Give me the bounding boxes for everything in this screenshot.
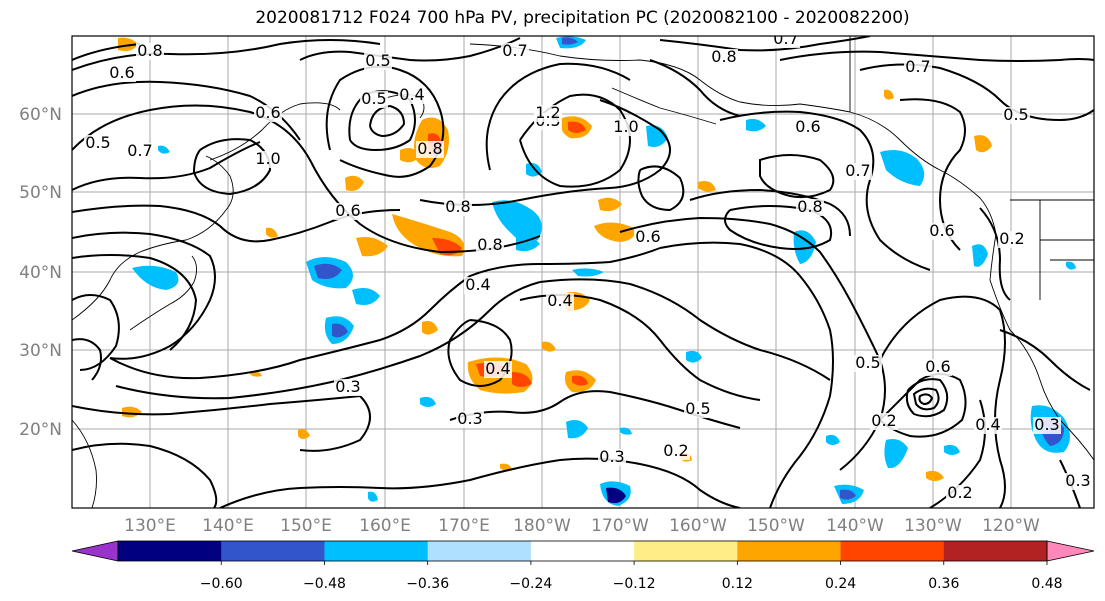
longitude-label: 150°E — [280, 516, 332, 536]
colorbar-label: −0.60 — [200, 576, 243, 592]
contour-label: 0.7 — [845, 161, 870, 180]
longitude-label: 140°E — [202, 516, 254, 536]
latitude-label: 20°N — [19, 420, 62, 440]
longitude-labels: 130°E 140°E 150°E 160°E 170°E 180°W 170°W 160°W… — [124, 516, 1040, 536]
colorbar-bin — [943, 541, 1048, 561]
contour-label: 0.5 — [1003, 105, 1028, 124]
colorbar-labels: −0.60 −0.48 −0.36 −0.24 −0.12 0.12 0.24 0.36 0.4… — [200, 561, 1063, 592]
map-border — [71, 35, 1095, 509]
contour-label: 0.3 — [1034, 415, 1059, 434]
longitude-label: 160°E — [359, 516, 411, 536]
latitude-label: 30°N — [19, 341, 62, 361]
contour-label: 0.8 — [797, 197, 822, 216]
pv-contours — [72, 36, 1094, 508]
colorbar-extend-high — [1046, 540, 1095, 562]
longitude-label: 130°E — [124, 516, 176, 536]
contour-label: 0.5 — [855, 353, 880, 372]
contour-label: 0.8 — [417, 139, 442, 158]
colorbar-label: −0.12 — [613, 576, 656, 592]
latitude-label: 60°N — [19, 105, 62, 125]
contour-label: 0.8 — [445, 197, 470, 216]
colorbar-bin — [737, 541, 842, 561]
colorbar-bin — [118, 541, 222, 561]
colorbar-bin — [324, 541, 429, 561]
contour-label: 0.2 — [871, 411, 896, 430]
contour-label: 0.8 — [477, 235, 502, 254]
longitude-label: 140°W — [826, 516, 884, 536]
colorbar-label: 0.24 — [825, 576, 856, 592]
contour-label: 0.4 — [399, 85, 424, 104]
colorbar-label: 0.12 — [722, 576, 753, 592]
contour-label: 0.7 — [502, 41, 527, 60]
contour-label: 0.5 — [365, 51, 390, 70]
map-title: 2020081712 F024 700 hPa PV, precipitatio… — [255, 8, 910, 28]
contour-label: 0.4 — [485, 359, 510, 378]
contour-label: 1.0 — [613, 117, 638, 136]
contour-label: 0.6 — [255, 103, 280, 122]
contour-label: 0.8 — [137, 41, 162, 60]
colorbar-bin — [634, 541, 738, 561]
colorbar-extend-low — [71, 540, 119, 562]
colorbar-bin — [840, 541, 945, 561]
colorbar-label: −0.24 — [509, 576, 552, 592]
longitude-label: 150°W — [747, 516, 805, 536]
colorbar-label: −0.48 — [303, 576, 346, 592]
contour-label: 0.6 — [929, 221, 954, 240]
contour-label: 0.6 — [795, 117, 820, 136]
contour-label: 0.4 — [975, 415, 1000, 434]
contour-label: 0.7 — [127, 141, 152, 160]
coastlines — [72, 36, 1094, 508]
contour-label: 0.3 — [599, 447, 624, 466]
contour-label: 0.4 — [547, 291, 572, 310]
contour-label: 0.6 — [925, 357, 950, 376]
contour-label: 0.6 — [335, 201, 360, 220]
colorbar-label: 0.36 — [928, 576, 959, 592]
contour-label: 0.5 — [685, 399, 710, 418]
contour-labels: 0.80.60.50.7 0.80.70.50.40.70.60.51.00.80… — [84, 29, 1092, 502]
latitude-label: 40°N — [19, 263, 62, 283]
latitude-label: 50°N — [19, 183, 62, 203]
contour-label: 0.2 — [999, 229, 1024, 248]
longitude-label: 180°W — [513, 516, 571, 536]
contour-label: 0.7 — [905, 57, 930, 76]
contour-label: 0.3 — [335, 377, 360, 396]
colorbar-label: 0.48 — [1031, 576, 1062, 592]
contour-label: 0.2 — [663, 441, 688, 460]
contour-label: 0.4 — [465, 275, 490, 294]
colorbar-bin — [530, 541, 635, 561]
contour-label: 1.2 — [535, 103, 560, 122]
contour-label: 0.5 — [85, 133, 110, 152]
contour-label: 0.6 — [109, 63, 134, 82]
colorbar-bin — [221, 541, 325, 561]
longitude-label: 130°W — [904, 516, 962, 536]
contour-label: 0.2 — [947, 483, 972, 502]
contour-label: 1.0 — [255, 149, 280, 168]
longitude-label: 170°E — [438, 516, 490, 536]
longitude-label: 170°W — [591, 516, 649, 536]
longitude-label: 160°W — [669, 516, 727, 536]
contour-label: 0.3 — [457, 409, 482, 428]
contour-label: 0.5 — [361, 89, 386, 108]
contour-label: 0.6 — [635, 227, 660, 246]
contour-label: 0.7 — [773, 29, 798, 48]
colorbar-bin — [427, 541, 532, 561]
latitude-labels: 60°N 50°N 40°N 30°N 20°N — [19, 105, 62, 440]
contour-label: 0.3 — [1065, 471, 1090, 490]
contour-label: 0.8 — [711, 47, 736, 66]
colorbar-label: −0.36 — [406, 576, 449, 592]
longitude-label: 120°W — [982, 516, 1040, 536]
colorbar — [71, 540, 1095, 562]
